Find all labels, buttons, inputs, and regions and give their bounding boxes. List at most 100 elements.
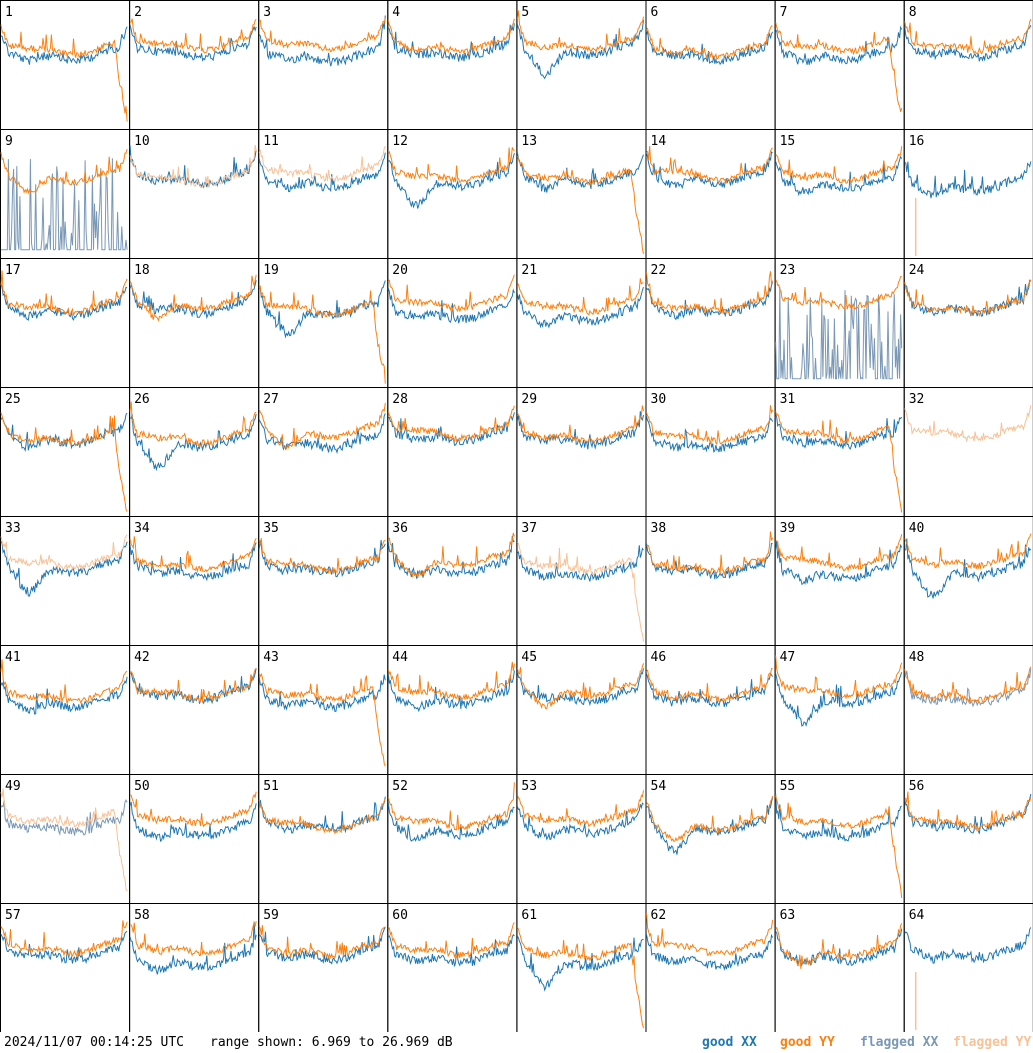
tile-49: 49	[0, 774, 131, 904]
series-good-yy	[904, 18, 1032, 55]
series-good-yy	[129, 536, 257, 574]
tile-15: 15	[774, 129, 905, 259]
series-good-yy	[0, 270, 128, 317]
series-good-xx	[646, 151, 773, 190]
tile-label: 58	[134, 908, 150, 923]
series-good-yy	[387, 18, 515, 56]
tile-60: 60	[387, 903, 518, 1032]
tile-54: 54	[645, 774, 776, 904]
series-good-xx	[904, 927, 1032, 964]
series-good-xx	[516, 802, 644, 841]
series-good-yy	[646, 668, 773, 704]
tile-14: 14	[645, 129, 776, 259]
tile-41: 41	[0, 645, 131, 775]
tile-4: 4	[387, 0, 518, 130]
tile-label: 61	[521, 908, 537, 923]
series-good-yy	[775, 923, 903, 969]
tile-label: 33	[5, 521, 21, 536]
series-good-xx	[646, 797, 774, 855]
tile-46: 46	[645, 645, 776, 775]
tile-53: 53	[516, 774, 647, 904]
series-good-xx	[516, 19, 644, 80]
tile-16: 16	[903, 129, 1033, 259]
tile-13: 13	[516, 129, 647, 259]
tile-border	[258, 0, 389, 130]
tile-18: 18	[129, 258, 260, 388]
tile-label: 36	[392, 521, 408, 536]
tile-34: 34	[129, 516, 260, 646]
tile-label: 47	[780, 650, 796, 665]
series-good-yy	[258, 402, 386, 450]
series-good-xx	[0, 930, 128, 965]
tile-51: 51	[258, 774, 389, 904]
series-good-yy	[129, 18, 257, 54]
series-good-yy	[0, 148, 128, 195]
series-good-yy	[387, 782, 515, 832]
series-good-xx	[516, 411, 644, 450]
tile-7: 7	[774, 0, 905, 130]
tile-label: 31	[780, 392, 796, 407]
tile-label: 40	[909, 521, 925, 536]
series-good-xx	[904, 161, 1032, 199]
series-good-xx	[1, 26, 128, 65]
series-good-xx	[0, 676, 128, 715]
series-good-yy	[0, 24, 128, 122]
tile-label: 39	[780, 521, 796, 536]
tile-label: 2	[134, 5, 142, 20]
tile-label: 48	[909, 650, 925, 665]
series-good-xx	[775, 540, 903, 585]
series-good-yy	[646, 405, 774, 446]
series-good-xx	[387, 288, 515, 324]
series-good-yy	[646, 912, 774, 957]
tile-31: 31	[774, 387, 905, 517]
series-good-yy	[0, 659, 128, 705]
tile-22: 22	[645, 258, 776, 388]
series-good-yy	[516, 663, 644, 710]
series-good-xx	[129, 24, 257, 62]
series-good-yy	[388, 274, 515, 313]
series-good-xx	[775, 672, 903, 727]
series-good-yy	[129, 791, 257, 828]
series-good-xx	[129, 145, 257, 189]
tile-1: 1	[0, 0, 131, 130]
series-good-xx	[258, 539, 386, 578]
tile-30: 30	[645, 387, 776, 517]
tile-label: 1	[5, 5, 13, 20]
tile-63: 63	[774, 903, 905, 1032]
series-good-yy	[646, 531, 774, 577]
series-good-yy	[775, 276, 902, 310]
tile-label: 59	[263, 908, 279, 923]
tile-55: 55	[774, 774, 905, 904]
series-good-xx	[516, 152, 644, 193]
tile-29: 29	[516, 387, 647, 517]
tile-label: 27	[263, 392, 279, 407]
series-good-xx	[129, 542, 257, 582]
footer: 2024/11/07 00:14:25 UTC range shown: 6.9…	[0, 1032, 1033, 1053]
series-flagged-yy	[516, 541, 644, 642]
tile-24: 24	[903, 258, 1033, 388]
tile-label: 44	[392, 650, 408, 665]
series-good-xx	[517, 545, 644, 582]
tile-label: 50	[134, 779, 150, 794]
series-good-yy	[646, 25, 773, 60]
tile-label: 57	[5, 908, 21, 923]
tile-label: 24	[909, 263, 925, 278]
series-good-xx	[258, 926, 386, 965]
tile-label: 45	[521, 650, 537, 665]
tile-28: 28	[387, 387, 518, 517]
series-good-yy	[130, 921, 257, 957]
tile-52: 52	[387, 774, 518, 904]
tile-40: 40	[903, 516, 1033, 646]
series-good-yy	[387, 405, 515, 443]
tile-12: 12	[387, 129, 518, 259]
tile-label: 3	[263, 5, 271, 20]
series-flagged-xx	[775, 286, 903, 380]
tile-35: 35	[258, 516, 389, 646]
tile-label: 22	[651, 263, 667, 278]
series-good-yy	[646, 795, 774, 842]
series-good-xx	[904, 25, 1032, 62]
series-good-xx	[258, 15, 386, 67]
tile-label: 64	[909, 908, 925, 923]
series-good-yy	[517, 927, 644, 1029]
tile-label: 41	[5, 650, 21, 665]
